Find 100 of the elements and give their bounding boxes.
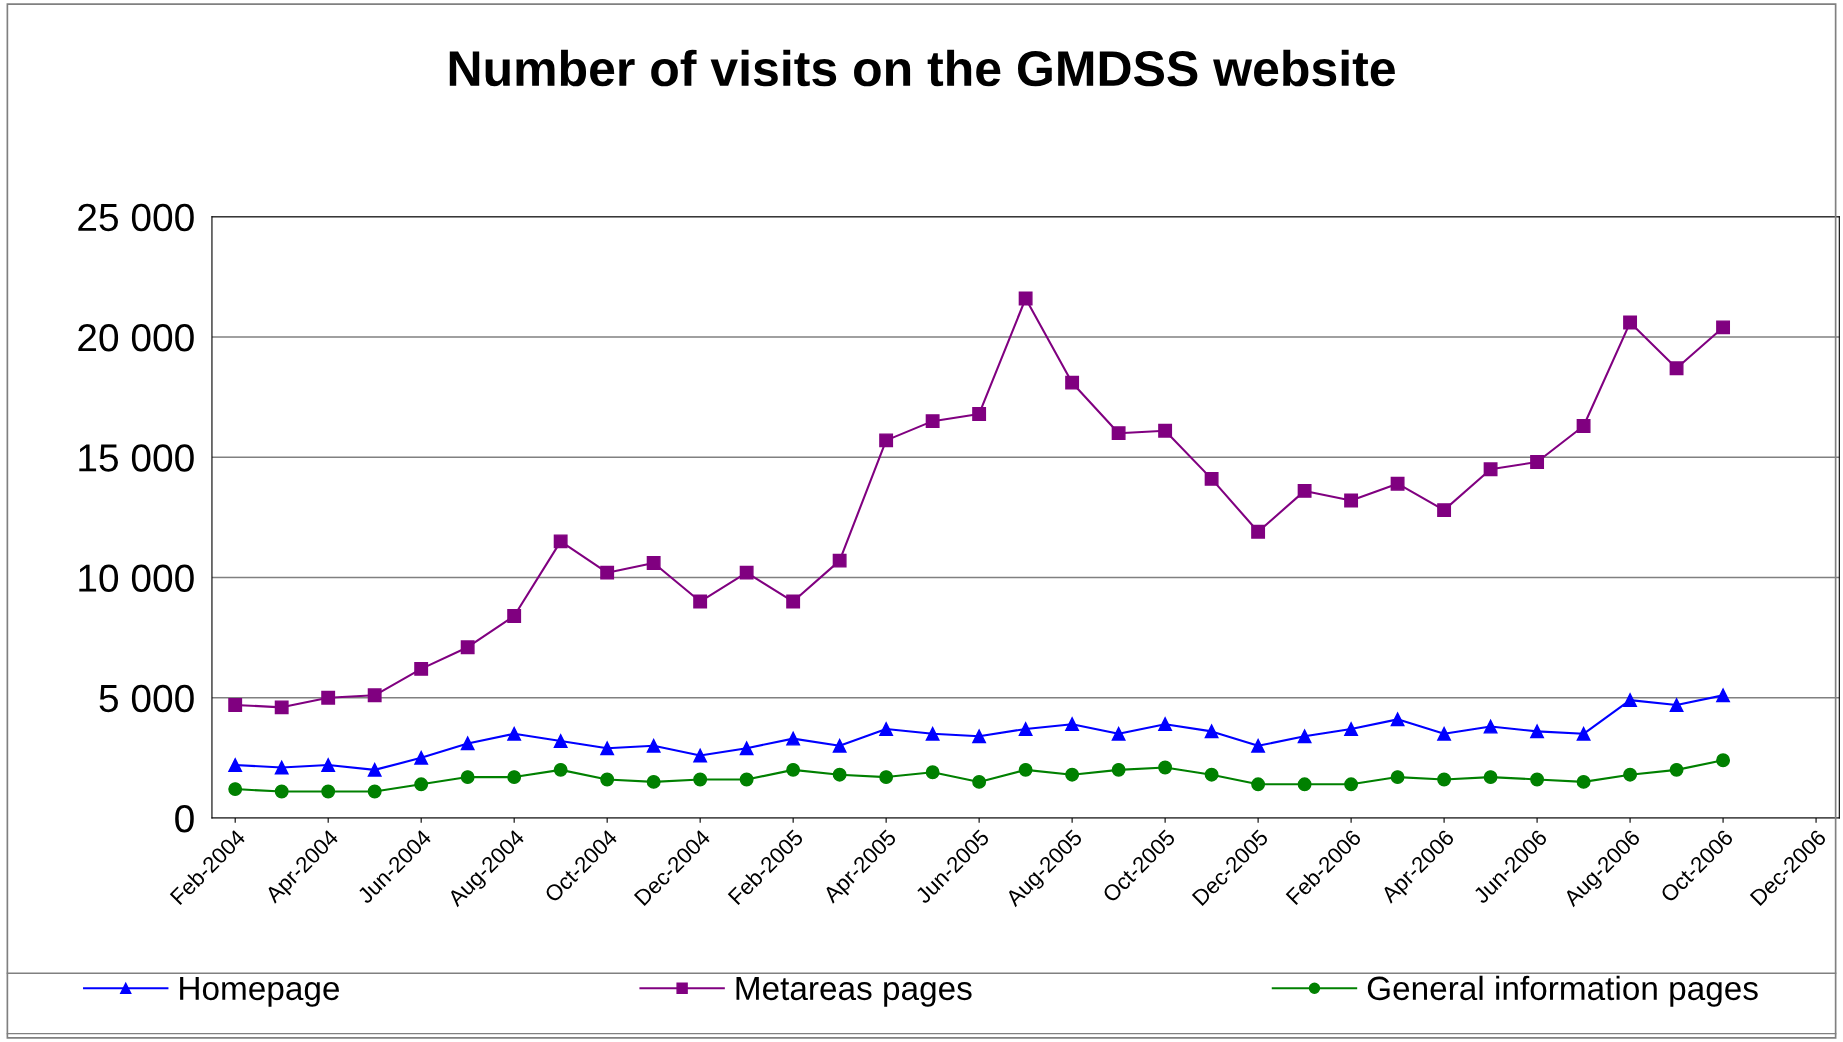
point	[1530, 455, 1545, 469]
point	[1437, 503, 1452, 518]
point	[879, 722, 894, 736]
point	[972, 729, 987, 744]
point	[1018, 762, 1033, 777]
point	[739, 772, 754, 787]
point	[507, 609, 522, 623]
point	[507, 726, 522, 741]
point	[1530, 772, 1545, 787]
point	[1111, 726, 1126, 741]
chart-title: Number of visits on the GMDSS website	[449, 49, 1395, 87]
point	[1065, 375, 1080, 390]
point	[972, 406, 987, 421]
point	[1716, 320, 1731, 335]
point	[693, 748, 708, 763]
point	[879, 433, 894, 448]
point	[1483, 719, 1498, 734]
point	[1390, 476, 1405, 491]
point	[693, 772, 708, 787]
point	[1390, 712, 1405, 727]
point	[1018, 722, 1033, 736]
point	[1297, 729, 1312, 744]
point	[1251, 738, 1266, 753]
point	[1390, 770, 1405, 785]
point	[414, 777, 429, 792]
point	[1204, 767, 1219, 782]
point	[1251, 524, 1266, 539]
point	[1297, 777, 1312, 792]
point	[1251, 777, 1266, 792]
point	[414, 750, 429, 765]
point	[1483, 770, 1498, 785]
point	[832, 738, 847, 753]
point	[228, 758, 243, 773]
point	[786, 594, 801, 609]
point	[1669, 762, 1684, 777]
point	[274, 784, 289, 799]
point	[1669, 697, 1684, 712]
point	[367, 762, 382, 777]
point	[228, 782, 243, 797]
point	[321, 758, 336, 773]
point	[925, 414, 940, 429]
point	[646, 556, 661, 570]
point	[786, 762, 801, 777]
point	[228, 697, 243, 712]
y-tick-label: 10 000	[79, 564, 194, 592]
point	[274, 700, 289, 715]
point	[1204, 724, 1219, 739]
y-tick-label: 25 000	[78, 203, 194, 232]
point	[367, 784, 382, 799]
point	[925, 726, 940, 741]
point	[1158, 760, 1173, 775]
point	[321, 690, 336, 705]
point	[1437, 726, 1452, 741]
point	[460, 736, 475, 751]
point	[460, 640, 475, 655]
point	[1344, 493, 1359, 508]
point	[1204, 471, 1219, 486]
point	[600, 772, 615, 787]
legend-label: Metareas pages	[736, 976, 972, 1007]
point	[553, 534, 568, 549]
point	[507, 770, 522, 785]
point	[832, 553, 847, 568]
point	[739, 741, 754, 756]
point	[972, 774, 987, 789]
point	[1158, 423, 1173, 438]
point	[1111, 762, 1126, 777]
point	[274, 760, 289, 775]
point	[1669, 361, 1684, 376]
point	[460, 770, 475, 785]
point	[1623, 693, 1638, 708]
point	[1483, 462, 1498, 477]
point	[1297, 483, 1312, 498]
point	[1576, 419, 1591, 433]
point	[1018, 291, 1033, 306]
point	[646, 774, 661, 789]
point	[1530, 724, 1545, 739]
point	[1065, 767, 1080, 782]
point	[1716, 688, 1731, 703]
point	[367, 688, 382, 703]
point	[646, 738, 661, 753]
point	[879, 770, 894, 785]
point	[321, 784, 336, 799]
point	[832, 767, 847, 782]
point	[1344, 722, 1359, 736]
legend-label: Homepage	[180, 976, 339, 1007]
point	[739, 565, 754, 580]
legend-label: General information pages	[1367, 975, 1758, 1007]
point	[1716, 753, 1731, 768]
point	[786, 731, 801, 746]
point	[1576, 726, 1591, 741]
point	[553, 762, 568, 777]
point	[1437, 772, 1452, 787]
point	[1576, 774, 1591, 789]
point	[414, 661, 429, 676]
y-tick-label: 5 000	[99, 684, 194, 713]
point	[600, 741, 615, 756]
point	[925, 765, 940, 780]
point	[1111, 426, 1126, 441]
point	[1158, 717, 1173, 732]
point	[553, 734, 568, 748]
